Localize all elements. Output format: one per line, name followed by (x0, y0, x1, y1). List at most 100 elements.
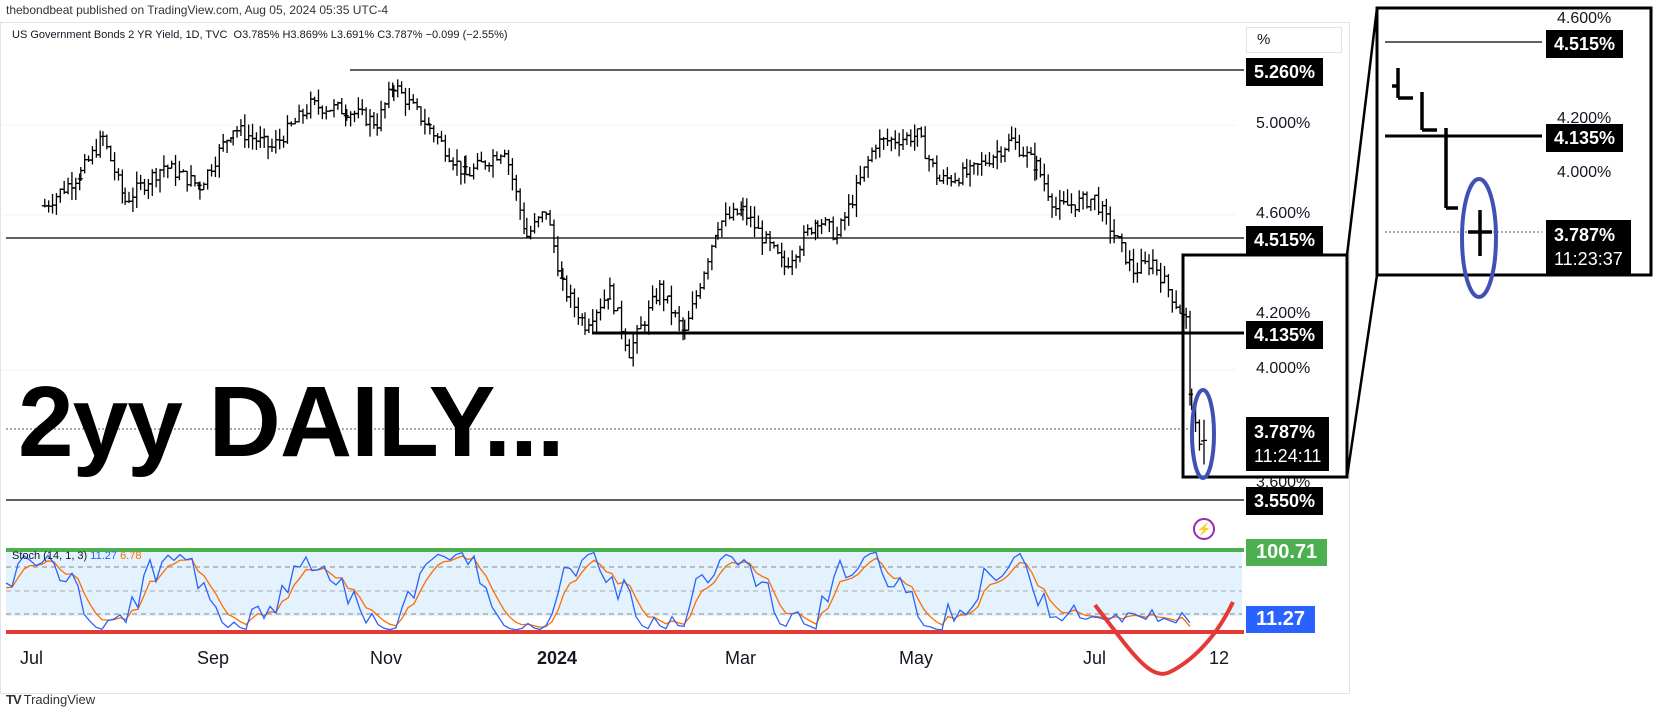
ohlc-bar (323, 106, 330, 120)
ohlc-bar (767, 230, 774, 251)
inset-candle (1468, 210, 1492, 256)
ohlc-bar (547, 210, 554, 226)
ohlc-bar (563, 275, 570, 302)
ohlc-bar (172, 155, 179, 187)
ohlc-bar (857, 165, 864, 186)
zoom-connector-top (1345, 7, 1379, 256)
ohlc-bar (505, 149, 512, 175)
ohlc-bar (872, 144, 879, 160)
ohlc-bar (579, 313, 586, 326)
ohlc-bar (796, 245, 803, 263)
ohlc-bar (982, 154, 989, 166)
ohlc-bar (718, 220, 725, 238)
stoch-title: Stoch (14, 1, 3) (12, 550, 88, 562)
ohlc-bar (1087, 198, 1094, 212)
ohlc-bar (204, 169, 211, 190)
ohlc-bar (99, 131, 106, 147)
inset-bar-countdown: 11:23:37 (1554, 249, 1623, 269)
ohlc-bar (708, 244, 715, 271)
hand-drawn-curve (1093, 601, 1235, 676)
ohlc-bar (1008, 126, 1015, 142)
ohlc-bar (430, 125, 437, 143)
ohlc-bar (543, 211, 550, 220)
ohlc-bar (212, 156, 219, 178)
ohlc-bar (319, 105, 326, 120)
ohlc-bar (1041, 163, 1048, 192)
ohlc-bar (208, 164, 215, 177)
ohlc-bar (876, 129, 883, 158)
ohlc-bar (804, 224, 811, 236)
inset-candles (1392, 68, 1492, 256)
publisher-line: thebondbeat published on TradingView.com… (6, 3, 389, 17)
ohlc-bar (145, 178, 152, 199)
ohlc-bar (808, 227, 815, 236)
ohlc-bar (1052, 196, 1059, 216)
inset-candle (1444, 128, 1458, 210)
ohlc-bar (922, 126, 929, 160)
level-tag-3550: 3.550% (1246, 487, 1324, 515)
ohlc-bar (1068, 193, 1075, 214)
ohlc-bar (355, 97, 362, 119)
x-tick: 2024 (537, 648, 578, 668)
ohlc-bar (1083, 191, 1090, 209)
ohlc-bar (466, 166, 473, 177)
ohlc-bar (800, 225, 807, 257)
ohlc-bar (1076, 190, 1083, 213)
ohlc-bar (606, 277, 613, 300)
ohlc-bar (370, 112, 377, 129)
ohlc-bar (892, 130, 899, 150)
ohlc-bar (216, 144, 223, 178)
ohlc-readout: O3.785% H3.869% L3.691% C3.787% −0.099 (… (233, 29, 508, 41)
ohlc-bar (97, 130, 104, 158)
ohlc-bar (1049, 193, 1056, 218)
ohlc-bar (755, 215, 762, 230)
symbol-legend[interactable]: US Government Bonds 2 YR Yield, 1D, TVC … (12, 29, 508, 41)
ohlc-bar (914, 128, 921, 147)
ohlc-bar (539, 211, 546, 223)
unit-selector[interactable]: % (1246, 27, 1342, 53)
price-tick: 4.200% (1256, 305, 1311, 322)
ohlc-bar (1196, 419, 1203, 451)
inset-tick: 4.600% (1557, 10, 1612, 27)
inset-tag-4515: 4.515% (1546, 30, 1624, 58)
ohlc-bar (115, 168, 122, 181)
ohlc-bar (195, 182, 202, 190)
stoch-legend[interactable]: Stoch (14, 1, 3) 11.27 6.78 (12, 550, 141, 562)
ohlc-bar (111, 152, 118, 181)
ohlc-bar (1142, 251, 1149, 265)
ohlc-bar (967, 159, 974, 187)
ohlc-bar (1126, 250, 1133, 272)
ohlc-bar (272, 130, 279, 154)
ohlc-bar (660, 280, 667, 312)
ohlc-bar (1130, 248, 1137, 283)
x-tick: 12 (1209, 648, 1230, 668)
zoom-box (1181, 253, 1349, 479)
ohlc-bar (351, 110, 358, 123)
ohlc-bar (911, 124, 918, 151)
ohlc-bar (730, 202, 737, 221)
x-tick: May (899, 648, 934, 668)
ohlc-bar (343, 108, 350, 121)
ohlc-bar (77, 166, 84, 181)
ohlc-bar (385, 81, 392, 109)
ohlc-bar (237, 119, 244, 137)
stoch-current-tag: 11.27 (1246, 606, 1315, 633)
stoch-k-value: 11.27 (90, 550, 117, 562)
ohlc-bar (367, 109, 374, 137)
ohlc-bar (470, 163, 477, 180)
tradingview-logo[interactable]: TV TradingView (6, 692, 95, 707)
lightning-icon[interactable]: ⚡ (1193, 518, 1215, 540)
ohlc-bar (837, 218, 844, 238)
ohlc-bar (299, 108, 306, 124)
last-price-value: 3.787% (1254, 422, 1316, 442)
bar-countdown: 11:24:11 (1254, 446, 1322, 466)
ohlc-bar (955, 177, 962, 187)
price-tick: 5.000% (1256, 115, 1311, 132)
inset-tick: 4.200% (1557, 110, 1612, 127)
inset-tag-4135: 4.135% (1546, 124, 1624, 152)
ohlc-bar (261, 128, 268, 149)
stoch-k-line (5, 551, 1191, 631)
ohlc-bar (374, 113, 381, 136)
stoch-upper-tag: 100.71 (1246, 539, 1328, 566)
ohlc-bar (1095, 186, 1102, 215)
